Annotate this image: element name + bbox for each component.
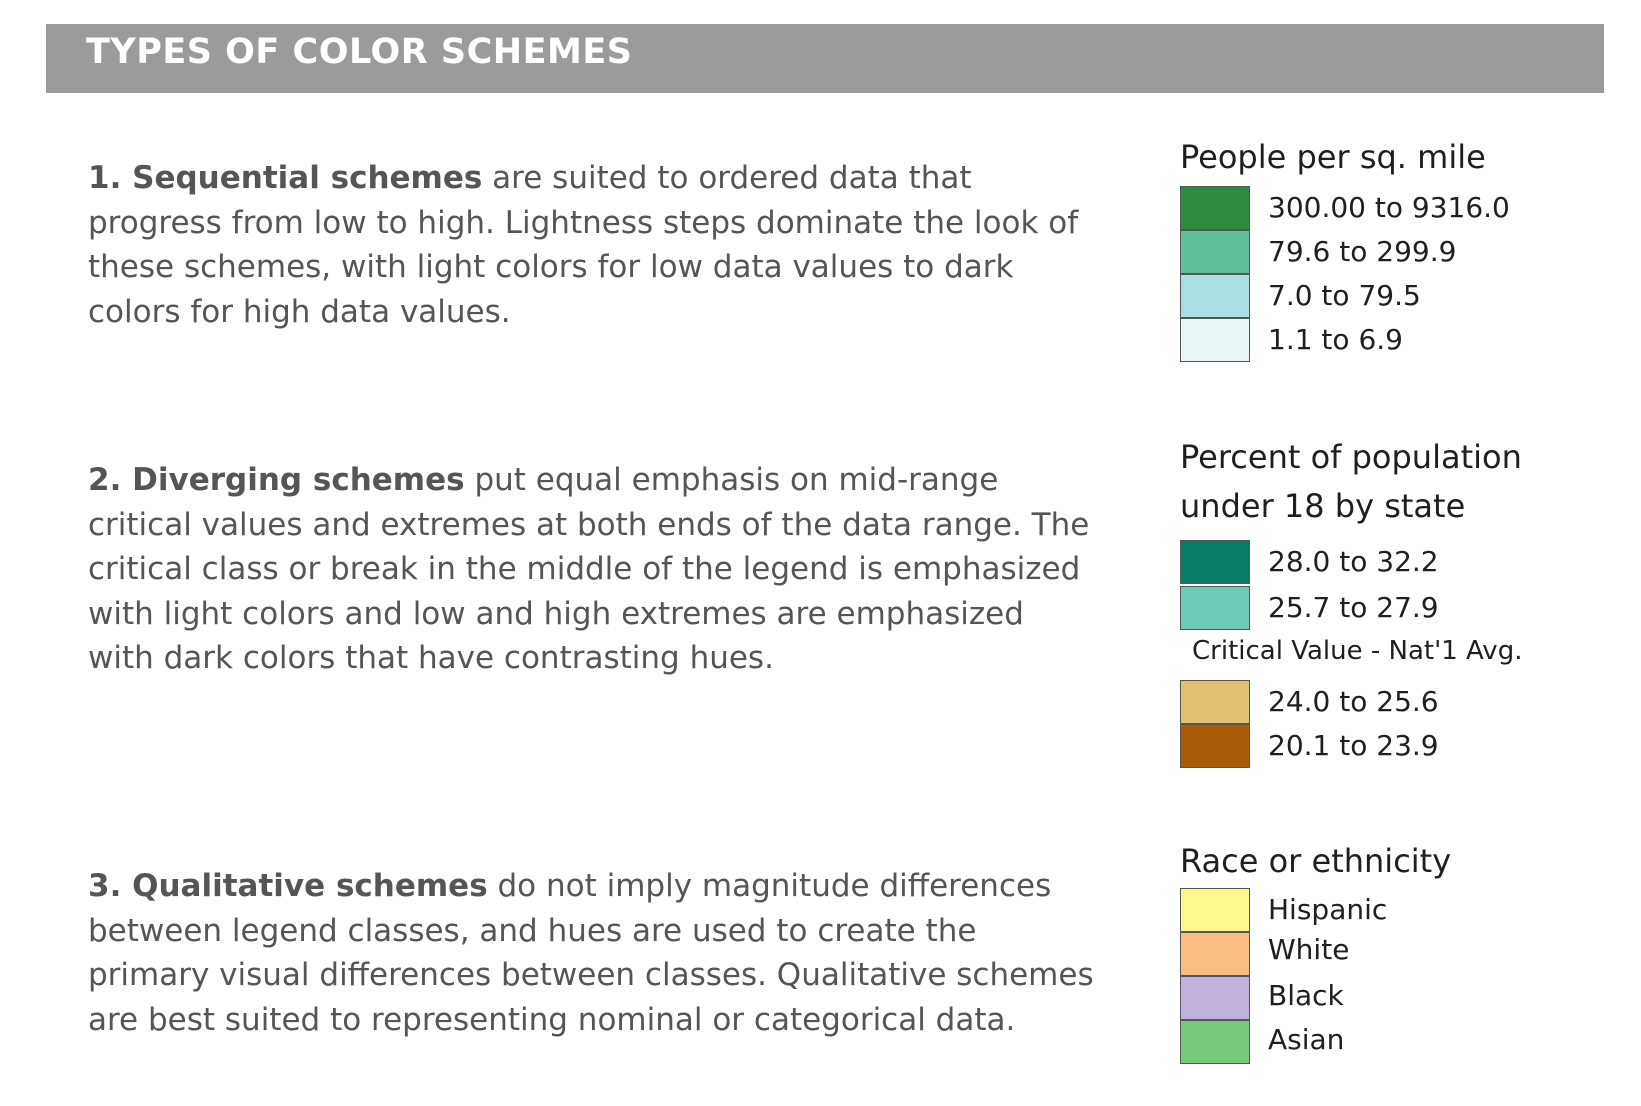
qualitative-description: 3. Qualitative schemes do not imply magn… <box>88 864 1098 1042</box>
legend-label: Black <box>1268 979 1344 1012</box>
legend-label: 20.1 to 23.9 <box>1268 729 1439 762</box>
legend-label: 28.0 to 32.2 <box>1268 545 1439 578</box>
diverging-lead: 2. Diverging schemes <box>88 462 465 498</box>
legend-title-line2: under 18 by state <box>1180 487 1466 525</box>
qualitative-body: do not imply magnitude differences betwe… <box>88 868 1094 1038</box>
qualitative-lead: 3. Qualitative schemes <box>88 868 488 904</box>
legend-label: Asian <box>1268 1023 1345 1056</box>
legend-swatch <box>1180 1020 1250 1064</box>
legend-swatch <box>1180 680 1250 724</box>
legend-swatch <box>1180 318 1250 362</box>
legend-title-line1: Percent of population <box>1180 438 1522 476</box>
legend-label: 300.00 to 9316.0 <box>1268 191 1510 224</box>
legend-swatch <box>1180 976 1250 1020</box>
header-bar: TYPES OF COLOR SCHEMES <box>46 24 1604 93</box>
sequential-body: are suited to ordered data that progress… <box>88 160 1079 330</box>
legend-label: Hispanic <box>1268 893 1388 926</box>
legend-swatch <box>1180 186 1250 230</box>
legend-swatch <box>1180 586 1250 630</box>
legend-label: White <box>1268 933 1350 966</box>
sequential-lead: 1. Sequential schemes <box>88 160 483 196</box>
legend-label: 25.7 to 27.9 <box>1268 591 1439 624</box>
diverging-description: 2. Diverging schemes put equal emphasis … <box>88 458 1098 681</box>
legend-swatch <box>1180 888 1250 932</box>
page-title: TYPES OF COLOR SCHEMES <box>86 32 633 72</box>
legend-swatch <box>1180 724 1250 768</box>
legend-title: Race or ethnicity <box>1180 842 1452 880</box>
legend-label: 1.1 to 6.9 <box>1268 323 1403 356</box>
legend-swatch <box>1180 540 1250 584</box>
legend-label: 7.0 to 79.5 <box>1268 279 1421 312</box>
legend-swatch <box>1180 932 1250 976</box>
critical-value-label: Critical Value - Nat'1 Avg. <box>1192 636 1523 666</box>
legend-swatch <box>1180 274 1250 318</box>
legend-title: People per sq. mile <box>1180 138 1486 176</box>
sequential-description: 1. Sequential schemes are suited to orde… <box>88 156 1098 334</box>
diverging-body: put equal emphasis on mid-range critical… <box>88 462 1090 676</box>
legend-swatch <box>1180 230 1250 274</box>
legend-label: 24.0 to 25.6 <box>1268 685 1439 718</box>
legend-label: 79.6 to 299.9 <box>1268 235 1457 268</box>
